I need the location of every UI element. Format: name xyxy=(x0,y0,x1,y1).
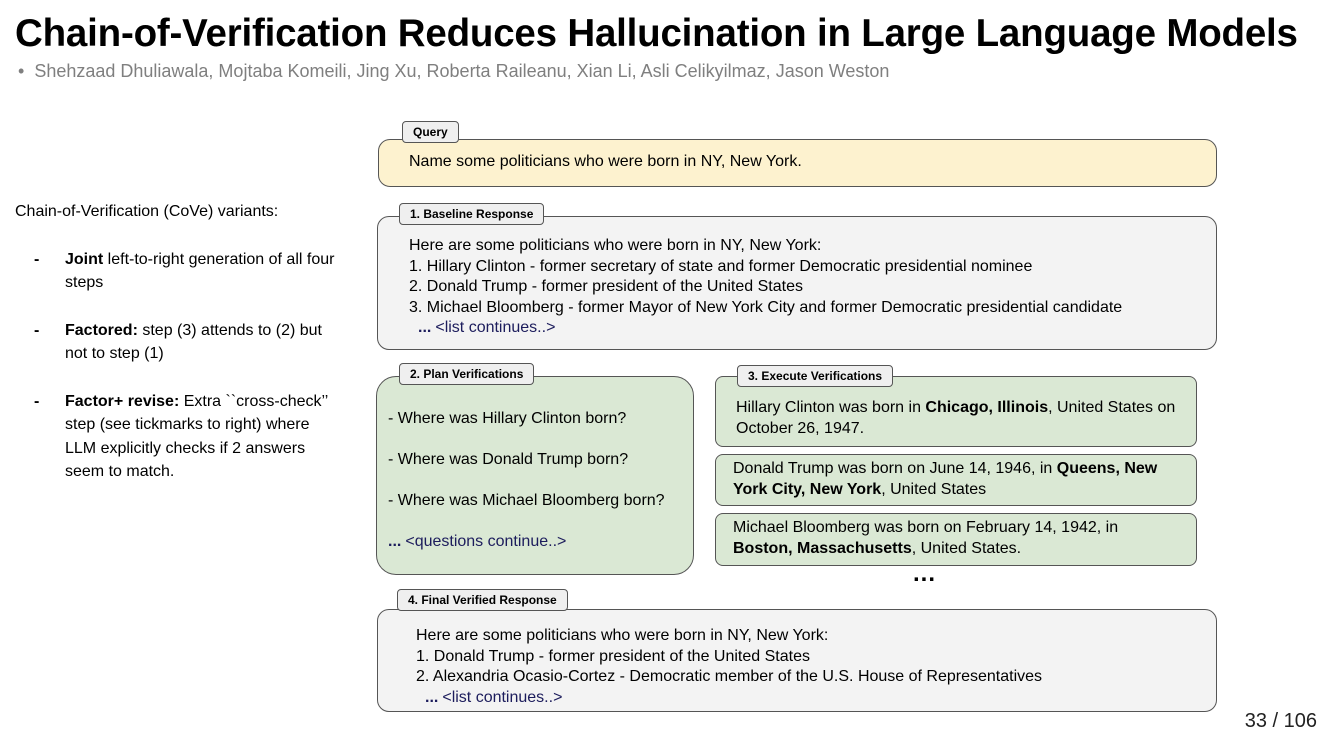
continuation-text: <questions continue..> xyxy=(405,533,567,550)
authors: • Shehzaad Dhuliawala, Mojtaba Komeili, J… xyxy=(18,61,889,82)
answer-run: , United States on October 26, 1947. xyxy=(736,399,1176,437)
response-line: 1. Donald Trump - former president of th… xyxy=(416,647,810,665)
step-tag: 1. Baseline Response xyxy=(399,203,545,225)
question: - Where was Michael Bloomberg born? xyxy=(388,492,665,509)
variant-text: Joint left-to-right generation of all fo… xyxy=(65,248,335,295)
ellipsis: ... xyxy=(388,533,402,550)
continuation: ... <list continues..> xyxy=(418,318,1185,339)
variant-label: Factor+ revise: xyxy=(65,392,180,410)
step-box: - Where was Hillary Clinton born? - Where… xyxy=(376,376,694,575)
variant-text: Factored: step (3) attends to (2) but no… xyxy=(65,319,335,366)
answer-run: , United States. xyxy=(911,539,1022,557)
variant-label: Joint xyxy=(65,250,104,268)
response-line: 3. Michael Bloomberg - former Mayor of N… xyxy=(409,298,1123,316)
answer-run: Boston, Massachusetts xyxy=(733,539,912,557)
step-tag: 2. Plan Verifications xyxy=(399,363,535,385)
variant-item: - Factor+ revise: Extra ``cross-check’’ s… xyxy=(15,390,335,484)
ellipsis: ... xyxy=(913,560,937,587)
continuation: ... <questions continue..> xyxy=(388,532,682,553)
ellipsis: ... xyxy=(418,319,432,336)
answer-run: Hillary Clinton was born in xyxy=(736,399,926,416)
answer-run: Chicago, Illinois xyxy=(925,399,1049,416)
response-line: Here are some politicians who were born … xyxy=(416,627,829,644)
sidebar-intro: Chain-of-Verification (CoVe) variants: xyxy=(15,203,279,220)
variant-text: Factor+ revise: Extra ``cross-check’’ st… xyxy=(65,390,335,484)
page-number: 33 / 106 xyxy=(1244,710,1317,732)
bullet: • xyxy=(18,61,25,81)
list-marker: - xyxy=(34,250,40,268)
step-box: Donald Trump was born on June 14, 1946, … xyxy=(715,454,1197,506)
answer-run: Michael Bloomberg was born on February 1… xyxy=(733,519,1119,536)
answer-run: , United States xyxy=(881,480,987,498)
variant-item: - Joint left-to-right generation of all f… xyxy=(15,248,335,295)
step-tag: Query xyxy=(402,121,459,143)
variant-item: - Factored: step (3) attends to (2) but n… xyxy=(15,319,335,366)
answer: Michael Bloomberg was born on February 1… xyxy=(733,518,1179,559)
question: - Where was Hillary Clinton born? xyxy=(388,410,627,427)
response-line: 1. Hillary Clinton - former secretary of… xyxy=(409,257,1033,275)
author-list: Shehzaad Dhuliawala, Mojtaba Komeili, Ji… xyxy=(34,61,890,81)
slide-title: Chain-of-Verification Reduces Hallucinat… xyxy=(15,12,1298,55)
variant-description: left-to-right generation of all four ste… xyxy=(65,250,335,292)
response-line: 2. Donald Trump - former president of th… xyxy=(409,278,803,295)
variant-list: - Joint left-to-right generation of all f… xyxy=(15,248,335,484)
step-tag: 3. Execute Verifications xyxy=(737,365,894,387)
step-box: Here are some politicians who were born … xyxy=(377,216,1217,350)
response-line: 2. Alexandria Ocasio-Cortez - Democratic… xyxy=(416,668,1043,685)
ellipsis: ... xyxy=(425,688,439,706)
list-marker: - xyxy=(34,321,40,339)
response-line: Here are some politicians who were born … xyxy=(409,237,822,254)
variant-label: Factored: xyxy=(65,321,138,339)
sidebar: Chain-of-Verification (CoVe) variants: -… xyxy=(15,200,335,484)
variant-description: Extra ``cross-check’’ step (see tickmark… xyxy=(65,392,328,481)
question: - Where was Donald Trump born? xyxy=(388,451,629,468)
continuation-text: <list continues..> xyxy=(442,688,563,706)
step-box: Here are some politicians who were born … xyxy=(377,609,1217,712)
step-tag: 4. Final Verified Response xyxy=(397,589,568,611)
step-box: Michael Bloomberg was born on February 1… xyxy=(715,513,1197,566)
variant-description: step (3) attends to (2) but not to step … xyxy=(65,321,322,363)
query-text: Name some politicians who were born in N… xyxy=(409,153,802,170)
answer-run: Donald Trump was born on June 14, 1946, … xyxy=(733,460,1057,477)
continuation-text: <list continues..> xyxy=(435,319,556,336)
answer: Donald Trump was born on June 14, 1946, … xyxy=(733,459,1179,500)
list-marker: - xyxy=(34,392,40,410)
continuation: ... <list continues..> xyxy=(425,688,1178,709)
step-box: Hillary Clinton was born in Chicago, Ill… xyxy=(715,376,1197,447)
answer: Hillary Clinton was born in Chicago, Ill… xyxy=(736,398,1176,439)
step-box: Name some politicians who were born in N… xyxy=(378,139,1217,187)
answer-run: Queens, New York City, New York xyxy=(733,460,1158,498)
